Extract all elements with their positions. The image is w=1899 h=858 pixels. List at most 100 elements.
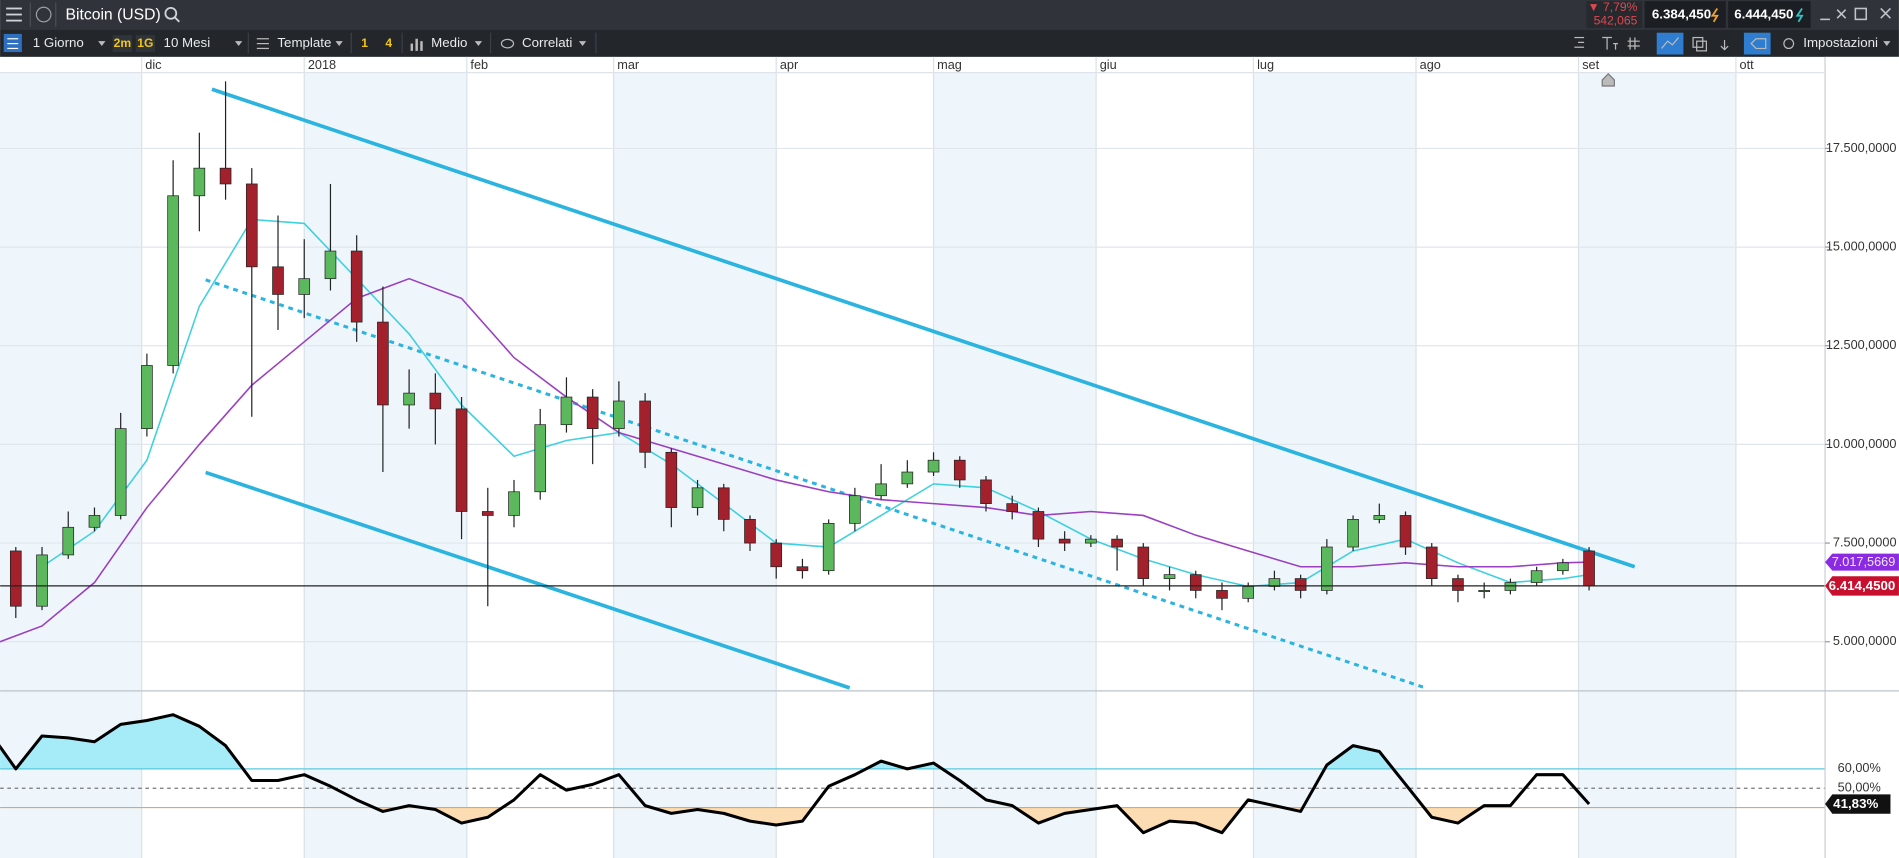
candle-body xyxy=(1399,515,1412,548)
settings-button[interactable]: Impostazioni xyxy=(1803,35,1878,50)
candle-body xyxy=(586,396,599,429)
menu-icon[interactable] xyxy=(6,7,22,22)
y-tick-label: 7.500,0000 xyxy=(1833,534,1897,549)
trend-line xyxy=(205,470,851,690)
size-select[interactable]: Medio xyxy=(431,35,467,50)
quick-interval[interactable]: 1G xyxy=(137,36,153,50)
eye-icon xyxy=(500,38,515,49)
quick-button[interactable] xyxy=(112,35,133,53)
candle-body xyxy=(744,519,756,544)
range-select[interactable]: 10 Mesi xyxy=(164,35,211,50)
rsi-tick-label: 50,00% xyxy=(1838,780,1881,795)
candle-body xyxy=(613,400,625,429)
candle-body xyxy=(36,554,48,607)
candle-body xyxy=(1557,562,1569,572)
month-band xyxy=(613,72,777,858)
dropdown-arrow xyxy=(474,41,483,47)
candle-body xyxy=(691,487,704,508)
related-select[interactable]: Correlati xyxy=(522,35,572,50)
dropdown-arrow xyxy=(578,41,587,47)
window-controls[interactable] xyxy=(1820,7,1892,21)
template-select[interactable]: Template xyxy=(277,35,331,50)
candle-body xyxy=(534,424,547,493)
candle-body xyxy=(927,459,940,473)
candle-body xyxy=(1032,511,1045,540)
x-tick-label: ago xyxy=(1420,57,1441,72)
candle-body xyxy=(717,487,730,520)
candle-body xyxy=(822,522,835,572)
candle-body xyxy=(665,451,678,508)
candle-body xyxy=(770,542,783,568)
quick-interval[interactable]: 2m xyxy=(114,36,132,50)
y-tick-label: 12.500,0000 xyxy=(1826,337,1897,352)
ask-arrow xyxy=(1795,7,1804,23)
value-axis-panel xyxy=(1825,56,1899,858)
tool-icons[interactable] xyxy=(1574,32,1795,55)
ask-box[interactable] xyxy=(1728,1,1811,28)
bid-arrow xyxy=(1710,7,1719,23)
candle-body xyxy=(1478,590,1490,593)
y-tick-label: 15.000,0000 xyxy=(1826,238,1897,253)
x-tick-label: 2018 xyxy=(308,57,336,72)
candle-body xyxy=(1137,546,1150,579)
candle-body xyxy=(1583,550,1595,587)
candle-body xyxy=(403,392,415,406)
price-tag-label: 6.414,4500 xyxy=(1829,578,1896,593)
candle-body xyxy=(1006,503,1019,512)
candle-body xyxy=(1452,578,1464,591)
ask-price: 6.444,450 xyxy=(1734,7,1793,22)
candle-body xyxy=(298,278,311,295)
candle-body xyxy=(9,550,22,607)
overbought-fill xyxy=(0,714,1590,769)
candle-body xyxy=(324,250,337,280)
candle-body xyxy=(1268,578,1281,587)
trend-line xyxy=(205,278,1426,690)
candle-body xyxy=(455,408,468,512)
dropdown-arrow xyxy=(1883,41,1891,47)
x-tick-label: lug xyxy=(1257,57,1274,72)
candle-body xyxy=(639,400,651,453)
price-tag xyxy=(1825,576,1899,596)
x-tick-label: giu xyxy=(1100,57,1117,72)
quick-button[interactable] xyxy=(135,35,156,53)
x-tick-label: feb xyxy=(470,57,488,72)
layout-option[interactable]: 4 xyxy=(385,36,392,50)
event-marker[interactable] xyxy=(1601,73,1615,87)
candle-body xyxy=(1216,590,1228,599)
x-tick-label: dic xyxy=(145,57,162,72)
candle-body xyxy=(1373,515,1386,520)
info-icon[interactable] xyxy=(35,6,52,23)
plot-background xyxy=(0,72,1826,858)
rsi-pane xyxy=(0,713,1826,835)
month-band xyxy=(1578,72,1736,858)
candle-body xyxy=(88,515,101,528)
candle-body xyxy=(980,479,992,504)
candle-body xyxy=(1425,546,1438,579)
candle-body xyxy=(508,491,520,516)
change-pct: ▼ 7,79% xyxy=(1588,0,1638,14)
candle-body xyxy=(1085,538,1097,544)
candle-body xyxy=(167,195,179,366)
candle-body xyxy=(849,495,861,524)
search-icon[interactable] xyxy=(164,6,180,23)
change-box xyxy=(1586,1,1643,28)
candle-body xyxy=(875,483,887,497)
price-pane xyxy=(0,81,1826,690)
candle-body xyxy=(1321,546,1333,591)
candle-body xyxy=(560,396,573,426)
x-tick-label: apr xyxy=(780,57,799,72)
candle-body xyxy=(1163,574,1176,579)
candle-body xyxy=(1189,574,1202,591)
candle-body xyxy=(350,250,363,323)
template-icon xyxy=(256,38,269,50)
moving-average xyxy=(0,277,1590,643)
layout-option[interactable]: 1 xyxy=(361,36,368,50)
title-bar xyxy=(0,0,1899,30)
interval-select[interactable]: 1 Giorno xyxy=(33,35,84,50)
candle-body xyxy=(429,392,442,410)
rsi-tag xyxy=(1825,794,1891,814)
x-tick-label: mar xyxy=(617,57,640,72)
dropdown-arrow xyxy=(98,41,106,47)
candle-body xyxy=(1058,538,1071,544)
